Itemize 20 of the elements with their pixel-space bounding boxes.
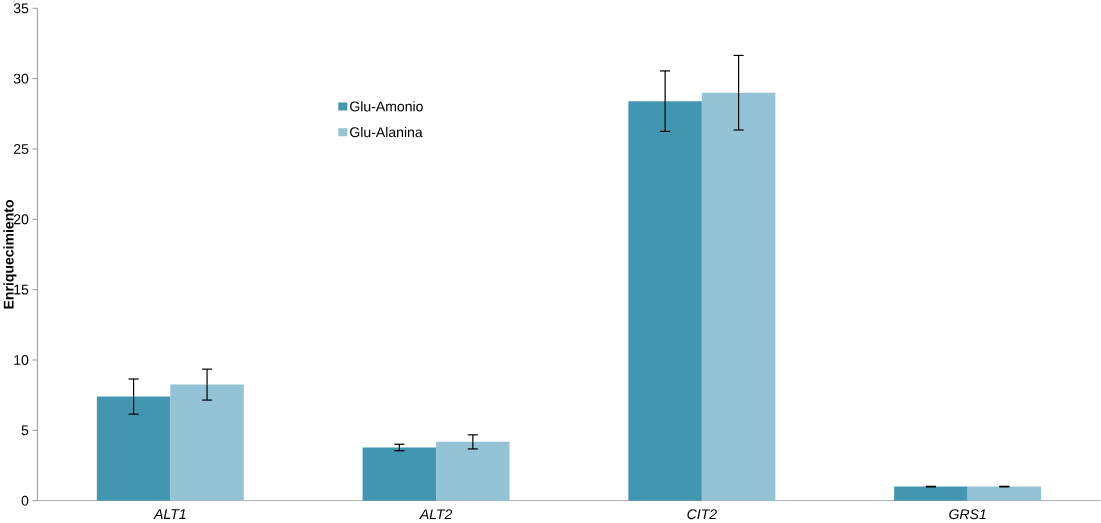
bar bbox=[96, 396, 171, 501]
bar bbox=[628, 101, 702, 501]
bar bbox=[967, 486, 1042, 501]
y-tick-label: 30 bbox=[13, 73, 29, 84]
bar bbox=[436, 442, 510, 501]
bar bbox=[894, 486, 968, 501]
x-tick-label: GRS1 bbox=[949, 509, 986, 520]
y-tick-label: 35 bbox=[13, 3, 29, 14]
bar bbox=[701, 92, 776, 501]
x-tick-label: ALT2 bbox=[419, 509, 453, 520]
y-tick-label: 0 bbox=[21, 495, 29, 506]
y-tick-label: 25 bbox=[13, 144, 29, 155]
y-tick-label: 10 bbox=[14, 355, 29, 366]
bar bbox=[170, 384, 244, 501]
x-tick-label: CIT2 bbox=[687, 509, 717, 520]
y-tick-label: 5 bbox=[21, 425, 29, 436]
bar bbox=[362, 447, 437, 501]
legend-label: Glu-Amonio bbox=[350, 101, 423, 112]
legend-label: Glu-Alanina bbox=[350, 127, 423, 138]
x-tick-label: ALT1 bbox=[153, 509, 186, 520]
